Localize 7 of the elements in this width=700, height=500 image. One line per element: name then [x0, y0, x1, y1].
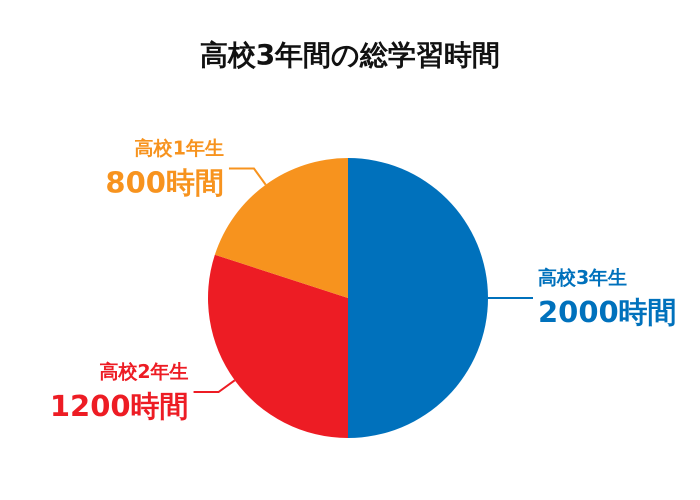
data-label: 2000時間: [538, 295, 677, 329]
slice-label: 高校1年生: [134, 138, 224, 160]
slice-label: 高校3年生: [538, 267, 628, 289]
chart-title: 高校3年間の総学習時間: [200, 38, 500, 72]
data-label: 800時間: [105, 166, 224, 200]
data-label: 1200時間: [50, 389, 189, 424]
slice-label: 高校2年生: [99, 361, 189, 384]
